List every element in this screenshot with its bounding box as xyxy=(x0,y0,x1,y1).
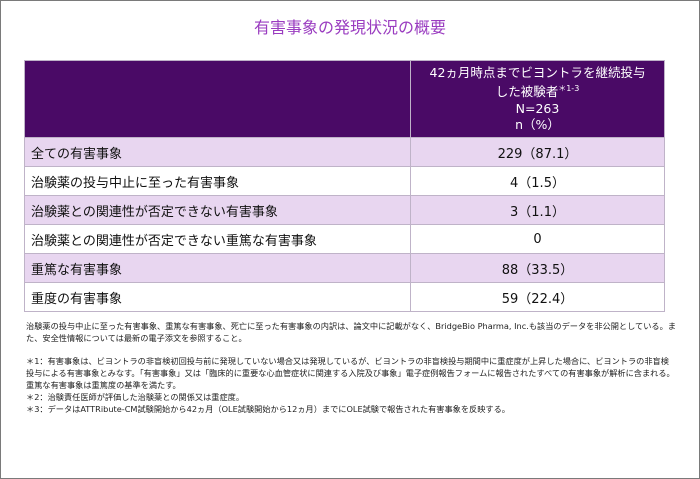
footnote-2: ＊2：治験責任医師が評価した治験薬との関係又は重症度。 xyxy=(26,392,245,402)
header-empty-cell xyxy=(24,60,411,138)
adverse-events-table: 42ヵ月時点までビヨントラを継続投与 した被験者＊1-3 N=263 n（%） … xyxy=(24,60,665,312)
header-unit: n（%） xyxy=(515,116,560,132)
table-row: 全ての有害事象 229（87.1） xyxy=(24,137,665,167)
header-line: 42ヵ月時点までビヨントラを継続投与 xyxy=(429,65,646,81)
table-row: 重篤な有害事象 88（33.5） xyxy=(24,253,665,283)
row-value: 4（1.5） xyxy=(410,166,665,196)
row-label: 治験薬との関連性が否定できない有害事象 xyxy=(24,195,411,225)
footnotes: 治験薬の投与中止に至った有害事象、重篤な有害事象、死亡に至った有害事象の内訳は、… xyxy=(26,320,676,415)
row-label: 重篤な有害事象 xyxy=(24,253,411,283)
row-value: 229（87.1） xyxy=(410,137,665,167)
table-row: 治験薬の投与中止に至った有害事象 4（1.5） xyxy=(24,166,665,196)
row-label: 全ての有害事象 xyxy=(24,137,411,167)
footnote-3: ＊3：データはATTRibute-CM試験開始から42ヵ月（OLE試験開始から1… xyxy=(26,404,510,414)
table-row: 治験薬との関連性が否定できない重篤な有害事象 0 xyxy=(24,224,665,254)
footnote-ref: ＊1-3 xyxy=(558,84,580,94)
intro-note: 治験薬の投与中止に至った有害事象、重篤な有害事象、死亡に至った有害事象の内訳は、… xyxy=(26,321,676,343)
footnote-1: ＊1：有害事象は、ビヨントラの非盲検初回投与前に発現していない場合又は発現してい… xyxy=(26,356,675,390)
table-row: 治験薬との関連性が否定できない有害事象 3（1.1） xyxy=(24,195,665,225)
row-label: 治験薬との関連性が否定できない重篤な有害事象 xyxy=(24,224,411,254)
header-n: N=263 xyxy=(515,100,560,116)
header-group-cell: 42ヵ月時点までビヨントラを継続投与 した被験者＊1-3 N=263 n（%） xyxy=(410,60,665,138)
row-value: 0 xyxy=(410,224,665,254)
row-value: 3（1.1） xyxy=(410,195,665,225)
table-row: 重度の有害事象 59（22.4） xyxy=(24,282,665,312)
row-label: 重度の有害事象 xyxy=(24,282,411,312)
row-label: 治験薬の投与中止に至った有害事象 xyxy=(24,166,411,196)
row-value: 59（22.4） xyxy=(410,282,665,312)
page-title: 有害事象の発現状況の概要 xyxy=(253,18,446,37)
row-value: 88（33.5） xyxy=(410,253,665,283)
table-header: 42ヵ月時点までビヨントラを継続投与 した被験者＊1-3 N=263 n（%） xyxy=(24,60,665,138)
header-line: した被験者 xyxy=(495,84,559,100)
